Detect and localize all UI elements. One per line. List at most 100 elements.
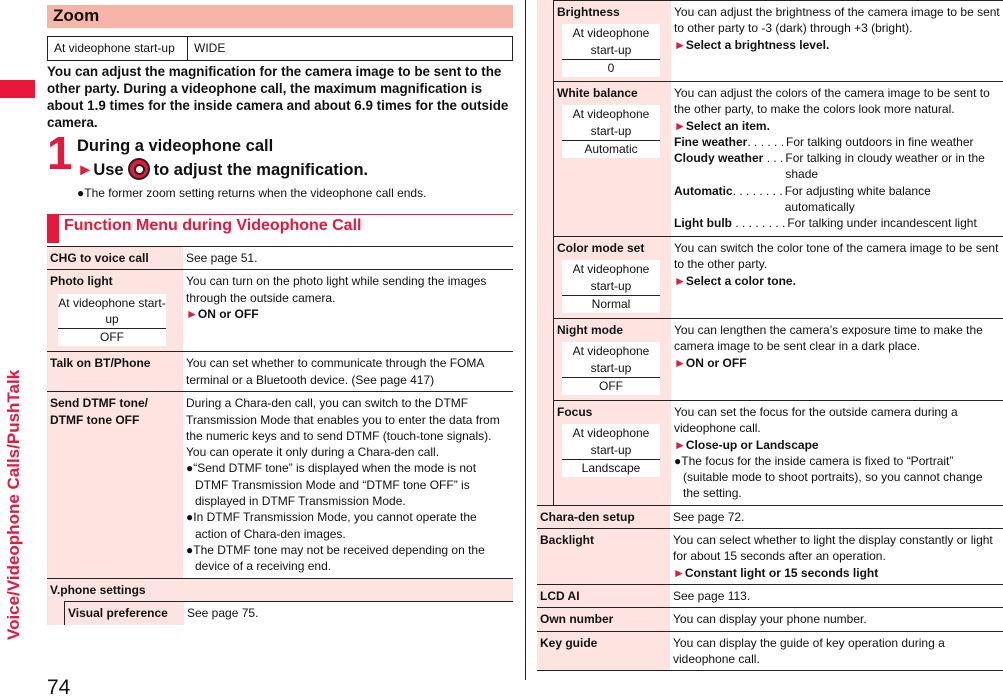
row-desc: See page 72. xyxy=(673,509,745,524)
table-bottom-border xyxy=(537,670,1003,672)
table-row: Brightness At videophone start-up 0 You c… xyxy=(554,0,1003,81)
function-table-right: Brightness At videophone start-up 0 You c… xyxy=(537,0,1003,672)
indent-strip xyxy=(537,0,553,505)
option-item: Fine weather. . . . . . For talking outdo… xyxy=(674,134,974,149)
chapter-title: Voice/Videophone Calls/PushTalk xyxy=(4,369,23,640)
column-divider xyxy=(525,0,526,680)
default-value: OFF xyxy=(58,328,166,345)
sub-group: Visual preference See page 75. xyxy=(47,600,513,625)
default-box: At videophone start-up OFF xyxy=(58,293,166,347)
row-label: Visual preference xyxy=(65,601,184,625)
option-item: Cloudy weather . . . For talking in cloud… xyxy=(674,151,985,182)
row-desc: You can set whether to communicate throu… xyxy=(186,356,484,387)
chapter-tab-marker xyxy=(0,80,35,98)
intro-text: You can adjust the magnification for the… xyxy=(47,64,509,130)
row-label: Color mode set At videophone start-up Nor… xyxy=(554,237,671,318)
row-desc: You can adjust the colors of the camera … xyxy=(671,82,1003,236)
step-line-1: During a videophone call xyxy=(77,137,274,155)
function-menu-heading: Function Menu during Videophone Call xyxy=(47,214,513,243)
row-desc: You can switch the color tone of the cam… xyxy=(674,241,999,288)
row-desc: You can display the guide of key operati… xyxy=(673,635,945,666)
row-label: CHG to voice call xyxy=(47,247,183,270)
table-row: Visual preference See page 75. xyxy=(65,600,513,625)
row-label: LCD AI xyxy=(537,584,670,608)
row-desc: You can turn on the photo light while se… xyxy=(186,274,487,321)
option-item: Automatic. . . . . . . . For adjusting wh… xyxy=(674,183,931,215)
table-row: Own number You can display your phone nu… xyxy=(537,607,1003,631)
row-desc: See page 75. xyxy=(187,605,259,620)
note: ●The former zoom setting returns when th… xyxy=(77,186,427,200)
setting-label: At videophone start-up xyxy=(48,37,188,60)
arrow-icon: ► xyxy=(674,118,686,133)
row-desc: See page 113. xyxy=(673,588,751,603)
default-value: OFF xyxy=(562,376,660,394)
table-row: Key guide You can display the guide of k… xyxy=(537,630,1003,671)
row-desc: During a Chara-den call, you can switch … xyxy=(183,392,513,577)
label-text: Photo light xyxy=(50,274,113,289)
row-label: Backlight xyxy=(537,529,670,584)
sub-group: Brightness At videophone start-up 0 You c… xyxy=(537,0,1003,505)
row-label: Key guide xyxy=(537,631,670,671)
arrow-icon: ► xyxy=(186,306,198,321)
row-label: Talk on BT/Phone xyxy=(47,352,183,392)
arrow-icon: ► xyxy=(674,273,686,288)
row-label: Photo light At videophone start-up OFF xyxy=(47,270,183,352)
default-value: 0 xyxy=(562,58,660,76)
table-row: White balance At videophone start-up Auto… xyxy=(554,81,1003,236)
table-row: Talk on BT/Phone You can set whether to … xyxy=(47,351,513,392)
row-label: Night mode At videophone start-up OFF xyxy=(554,319,671,400)
step-number: 1 xyxy=(47,127,73,179)
row-label: Own number xyxy=(537,608,670,631)
default-value: Automatic xyxy=(562,139,660,157)
option-item: Light bulb . . . . . . . . For talking un… xyxy=(674,216,977,231)
row-desc: You can set the focus for the outside ca… xyxy=(671,401,1003,505)
default-box: At videophone start-up Normal xyxy=(562,260,660,314)
table-row: Color mode set At videophone start-up Nor… xyxy=(554,236,1003,318)
arrow-icon: ► xyxy=(674,37,686,52)
section-title: Zoom xyxy=(47,5,513,28)
heading-bar xyxy=(47,215,59,243)
step-instruction: During a videophone call ►Use to adjust t… xyxy=(77,135,368,181)
function-table-left: CHG to voice call See page 51. Photo lig… xyxy=(47,246,513,625)
default-value: Landscape xyxy=(562,458,660,476)
row-label: V.phone settings xyxy=(47,578,513,601)
step-line-2: ►Use to adjust the magnification. xyxy=(77,158,368,181)
arrow-icon: ► xyxy=(674,437,686,452)
default-label: At videophone start-up xyxy=(58,295,166,326)
arrow-icon: ► xyxy=(77,161,94,179)
table-row: CHG to voice call See page 51. xyxy=(47,246,513,270)
note: ●“Send DTMF tone” is displayed when the … xyxy=(186,461,477,509)
setting-value: WIDE xyxy=(194,41,226,55)
row-desc: You can adjust the brightness of the cam… xyxy=(674,5,1000,52)
table-row: V.phone settings xyxy=(47,577,513,601)
arrow-icon: ► xyxy=(674,355,686,370)
page-number: 74 xyxy=(47,676,71,699)
table-row: Photo light At videophone start-up OFF Yo… xyxy=(47,269,513,352)
row-label: Chara-den setup xyxy=(537,505,670,529)
row-desc: You can lengthen the camera’s exposure t… xyxy=(674,323,983,370)
default-setting-table: At videophone start-up WIDE xyxy=(47,36,513,61)
row-label: Brightness At videophone start-up 0 xyxy=(554,1,671,81)
row-desc: See page 51. xyxy=(186,251,258,265)
table-row: Night mode At videophone start-up OFF You… xyxy=(554,318,1003,400)
default-box: At videophone start-up 0 xyxy=(562,24,660,78)
row-label: Send DTMF tone/ DTMF tone OFF xyxy=(47,392,183,578)
sub-rows: Visual preference See page 75. xyxy=(64,600,513,625)
row-desc: You can display your phone number. xyxy=(673,612,867,627)
table-row: LCD AI See page 113. xyxy=(537,583,1003,608)
note: ●The DTMF tone may not be received depen… xyxy=(186,542,485,574)
default-value: Normal xyxy=(562,294,660,312)
indent-strip xyxy=(47,600,64,625)
table-row: Send DTMF tone/ DTMF tone OFF During a C… xyxy=(47,391,513,578)
sub-rows: Brightness At videophone start-up 0 You c… xyxy=(553,0,1003,505)
row-desc: You can select whether to light the disp… xyxy=(673,533,993,580)
table-row: Focus At videophone start-up Landscape Yo… xyxy=(554,400,1003,505)
table-row: Backlight You can select whether to ligh… xyxy=(537,528,1003,584)
default-box: At videophone start-up Landscape xyxy=(562,424,660,478)
row-label: White balance At videophone start-up Auto… xyxy=(554,82,671,236)
table-row: Chara-den setup See page 72. xyxy=(537,504,1003,529)
default-box: At videophone start-up Automatic xyxy=(562,105,660,159)
row-label: Focus At videophone start-up Landscape xyxy=(554,401,671,505)
note: ●The focus for the inside camera is fixe… xyxy=(674,453,983,501)
navigation-key-icon xyxy=(127,158,150,180)
